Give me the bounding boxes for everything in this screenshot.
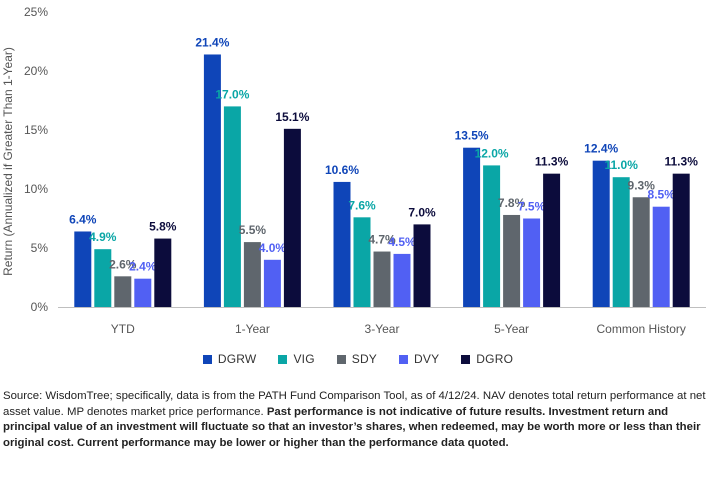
data-label: 5.5% <box>239 223 267 237</box>
bar-dgrw <box>592 160 610 307</box>
bar-chart: 0% 5% 10% 15% 20% 25% Return (Annualized if Gr… <box>1 5 706 336</box>
y-tick-label: 15% <box>24 123 48 137</box>
data-label: 21.4% <box>195 35 229 49</box>
data-label: 8.5% <box>648 188 676 202</box>
legend-item-dgrw: DGRW <box>197 352 257 366</box>
bar-dvy <box>263 259 281 307</box>
data-label: 10.6% <box>325 163 359 177</box>
bar-dgrw <box>203 54 221 308</box>
y-tick-label: 0% <box>31 300 49 314</box>
bar-dvy <box>523 218 541 307</box>
disclaimer-text: Past performance is not indicative of fu… <box>3 405 701 449</box>
legend-item-dgro: DGRO <box>455 352 513 366</box>
legend-swatch <box>461 354 471 364</box>
legend-item-vig: VIG <box>272 352 315 366</box>
bar-dgro <box>672 173 690 307</box>
bar-dvy <box>134 278 152 307</box>
legend-label: SDY <box>351 352 378 366</box>
data-label: 2.6% <box>109 257 137 271</box>
y-tick-label: 20% <box>24 64 48 78</box>
bar-vig <box>483 165 501 307</box>
bar-vig <box>612 177 630 307</box>
data-label: 2.4% <box>129 260 157 274</box>
data-label: 12.4% <box>584 142 618 156</box>
bar-dvy <box>652 206 670 307</box>
bar-dgro <box>543 173 561 307</box>
legend-swatch <box>336 354 346 364</box>
data-label: 11.0% <box>605 158 639 172</box>
legend-swatch <box>278 354 288 364</box>
bar-sdy <box>373 251 391 307</box>
data-label: 7.0% <box>408 205 436 219</box>
source-note: Source: WisdomTree; specifically, data i… <box>3 389 707 451</box>
x-tick-label: 1-Year <box>235 322 270 336</box>
data-label: 7.8% <box>498 196 526 210</box>
bar-vig <box>353 217 371 307</box>
data-label: 4.7% <box>368 233 396 247</box>
data-label: 7.5% <box>518 200 546 214</box>
bar-sdy <box>243 242 261 307</box>
legend-swatch <box>202 354 212 364</box>
y-tick-label: 10% <box>24 182 48 196</box>
data-label: 4.5% <box>388 235 416 249</box>
bar-sdy <box>503 214 521 307</box>
source-text: Source: WisdomTree; specifically, data i… <box>3 390 706 418</box>
bar-vig <box>94 249 112 307</box>
bar-vig <box>223 106 241 308</box>
data-label: 9.3% <box>628 178 656 192</box>
data-label: 11.3% <box>535 155 569 169</box>
bar-dgrw <box>333 181 351 307</box>
x-tick-label: 5-Year <box>494 322 529 336</box>
legend-label: VIG <box>293 352 315 366</box>
legend-label: DGRW <box>217 352 257 366</box>
bar-dgro <box>283 128 301 307</box>
x-tick-label: YTD <box>111 322 135 336</box>
bar-dvy <box>393 253 411 307</box>
data-label: 5.8% <box>149 220 177 234</box>
legend-label: DGRO <box>476 352 514 366</box>
data-label: 12.0% <box>475 146 509 160</box>
data-label: 13.5% <box>455 129 489 143</box>
legend-label: DVY <box>414 352 440 366</box>
chart-legend: DGRW VIG SDY DVY DGRO <box>0 352 710 366</box>
bar-dgrw <box>74 231 92 307</box>
data-label: 4.9% <box>89 230 117 244</box>
data-label: 11.3% <box>665 155 699 169</box>
bar-sdy <box>632 197 650 307</box>
data-label: 17.0% <box>215 87 249 101</box>
y-tick-label: 5% <box>31 241 49 255</box>
legend-swatch <box>399 354 409 364</box>
x-tick-label: Common History <box>597 322 686 336</box>
legend-item-sdy: SDY <box>331 352 377 366</box>
bar-dgrw <box>463 147 481 307</box>
y-tick-label: 25% <box>24 5 48 19</box>
y-axis-label: Return (Annualized if Greater Than 1-Yea… <box>1 47 15 276</box>
x-tick-label: 3-Year <box>365 322 400 336</box>
data-label: 4.0% <box>259 241 287 255</box>
legend-item-dvy: DVY <box>393 352 439 366</box>
data-label: 7.6% <box>348 198 376 212</box>
data-label: 6.4% <box>69 212 97 226</box>
data-label: 15.1% <box>275 110 309 124</box>
chart-svg: 0% 5% 10% 15% 20% 25% Return (Annualized if Gr… <box>1 5 706 336</box>
bar-dgro <box>413 224 431 307</box>
bar-dgro <box>154 238 172 307</box>
bar-sdy <box>114 276 132 307</box>
